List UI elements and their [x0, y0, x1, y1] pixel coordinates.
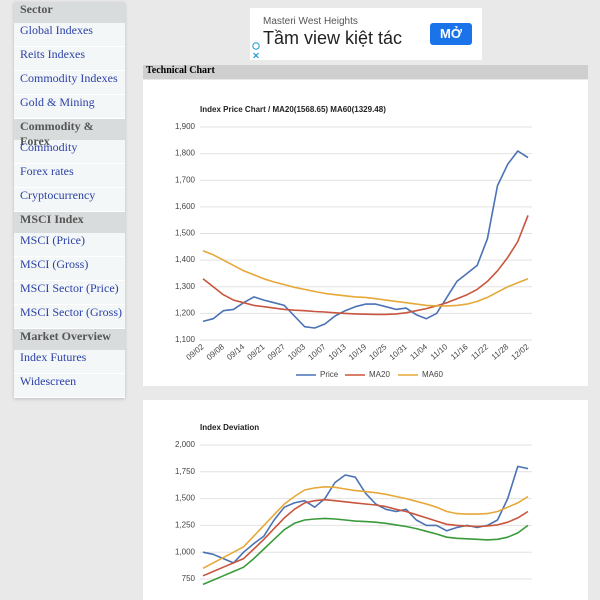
x-tick-label: 09/08: [205, 342, 227, 362]
x-tick-label: 11/10: [429, 342, 450, 362]
series-line: [202, 250, 529, 307]
sidebar-link[interactable]: Gold & Mining: [14, 95, 125, 119]
y-tick-label: 1,500: [175, 494, 196, 503]
sidebar-header: MSCI Index: [14, 212, 125, 233]
legend-label: MA20: [369, 370, 390, 379]
sidebar-link[interactable]: Commodity Indexes: [14, 71, 125, 95]
legend-label: Price: [320, 370, 339, 379]
x-tick-label: 11/16: [449, 342, 470, 362]
price-chart: Index Price Chart / MA20(1568.65) MA60(1…: [143, 80, 588, 386]
x-tick-label: 12/02: [510, 342, 532, 362]
y-tick-label: 1,100: [175, 335, 196, 344]
sidebar-link[interactable]: MSCI (Gross): [14, 257, 125, 281]
ad-button[interactable]: MỞ: [430, 23, 472, 45]
chart-title: Index Deviation: [200, 423, 259, 432]
y-tick-label: 1,900: [175, 122, 196, 131]
sidebar-link[interactable]: Commodity: [14, 140, 125, 164]
series-line: [202, 150, 529, 329]
section-title: Technical Chart: [143, 65, 588, 79]
sidebar-header: Commodity & Forex: [14, 119, 125, 148]
ad-icons[interactable]: [252, 42, 260, 60]
x-tick-label: 09/14: [225, 342, 247, 362]
sidebar-link[interactable]: Forex rates: [14, 164, 125, 188]
sidebar-link[interactable]: Reits Indexes: [14, 47, 125, 71]
y-tick-label: 1,200: [175, 308, 196, 317]
series-line: [202, 215, 529, 316]
series-line: [202, 498, 529, 577]
series-line: [202, 517, 529, 586]
y-tick-label: 1,600: [175, 202, 196, 211]
sidebar-link[interactable]: Widescreen: [14, 374, 125, 398]
x-tick-label: 10/03: [286, 342, 308, 362]
sidebar-link[interactable]: MSCI (Price): [14, 233, 125, 257]
x-tick-label: 10/25: [367, 342, 389, 362]
x-tick-label: 09/02: [185, 342, 207, 362]
ad-banner[interactable]: Masteri West Heights Tầm view kiệt tác M…: [250, 8, 482, 60]
x-tick-label: 09/27: [266, 342, 288, 362]
x-tick-label: 10/07: [306, 342, 328, 362]
y-tick-label: 1,300: [175, 282, 196, 291]
deviation-chart: Index Deviation 750 1,000 1,250 1,500 1,750 2…: [143, 400, 588, 600]
y-tick-label: 1,800: [175, 149, 196, 158]
series-line: [202, 486, 529, 570]
x-tick-label: 11/04: [408, 342, 429, 362]
sidebar-link[interactable]: Index Futures: [14, 350, 125, 374]
sidebar-header: Market Overview: [14, 329, 125, 350]
chart-title: Index Price Chart / MA20(1568.65) MA60(1…: [200, 105, 386, 114]
x-tick-label: 10/19: [347, 342, 369, 362]
sidebar: Sector Global Indexes Reits Indexes Commodi…: [14, 2, 125, 398]
x-tick-label: 09/21: [245, 342, 267, 362]
sidebar-header: Sector: [14, 2, 125, 23]
legend-label: MA60: [422, 370, 443, 379]
sidebar-link[interactable]: Global Indexes: [14, 23, 125, 47]
sidebar-link[interactable]: MSCI Sector (Gross): [14, 305, 125, 329]
x-tick-label: 10/31: [388, 342, 410, 362]
y-tick-label: 1,250: [175, 521, 196, 530]
y-tick-label: 1,700: [175, 175, 196, 184]
y-tick-label: 1,000: [175, 547, 196, 556]
sidebar-link[interactable]: Cryptocurrency: [14, 188, 125, 212]
y-tick-label: 2,000: [175, 440, 196, 449]
x-tick-label: 10/13: [327, 342, 349, 362]
y-tick-label: 1,500: [175, 229, 196, 238]
ad-headline: Tầm view kiệt tác: [263, 28, 403, 48]
sidebar-link[interactable]: MSCI Sector (Price): [14, 281, 125, 305]
y-tick-label: 750: [182, 574, 196, 583]
ad-brand: Masteri West Heights: [263, 16, 358, 27]
x-tick-label: 11/22: [469, 342, 490, 362]
x-tick-label: 11/28: [490, 342, 511, 362]
y-tick-label: 1,750: [175, 467, 196, 476]
y-tick-label: 1,400: [175, 255, 196, 264]
